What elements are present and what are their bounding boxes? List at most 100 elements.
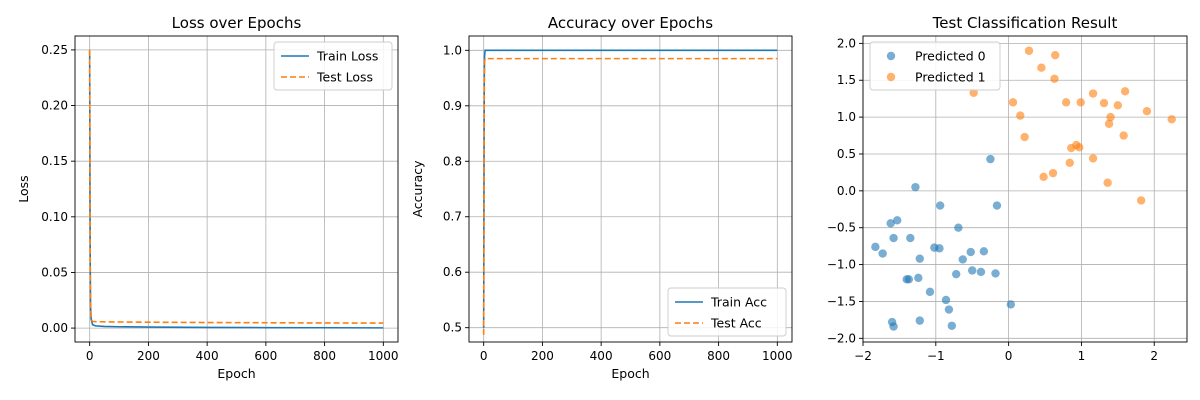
y-axis-label: Accuracy xyxy=(410,160,425,218)
x-tick-label: 400 xyxy=(590,349,613,363)
scatter-point xyxy=(1020,132,1029,142)
scatter-point xyxy=(951,269,961,279)
y-tick-label: 0.05 xyxy=(41,265,68,279)
x-tick-label: 0 xyxy=(480,349,488,363)
scatter-point xyxy=(1099,98,1109,108)
legend-box xyxy=(869,41,1001,91)
scatter-point xyxy=(941,295,951,305)
scatter-point xyxy=(1106,112,1115,122)
scatter-point xyxy=(935,201,945,210)
scatter-point xyxy=(958,255,967,264)
scatter-point xyxy=(915,316,924,325)
scatter-point xyxy=(904,275,914,284)
scatter-point xyxy=(969,88,978,97)
scatter-point xyxy=(893,216,902,225)
scatter-point xyxy=(915,254,924,263)
scatter-point xyxy=(992,201,1002,210)
y-tick-label: −2.0 xyxy=(827,331,856,345)
legend-box xyxy=(273,41,393,91)
x-tick-label: 800 xyxy=(313,349,336,363)
scatter-point xyxy=(1136,196,1146,205)
y-tick-label: −0.5 xyxy=(827,221,856,235)
y-tick-label: 0.5 xyxy=(837,147,856,161)
x-tick-label: 1000 xyxy=(368,349,399,363)
y-tick-label: 2.0 xyxy=(837,36,856,50)
y-axis-label: Loss xyxy=(16,175,31,202)
series-line-train-loss xyxy=(88,49,384,329)
y-tick-label: 0.6 xyxy=(443,265,462,279)
chart-3: −2 −1 0 1 2 −2.0 −1.5 −1.0 −0.5 0.0 0.5 1.0 1.5 2.0 Te… xyxy=(827,14,1188,363)
scatter-point xyxy=(1039,172,1048,182)
x-tick-label: 200 xyxy=(137,349,160,363)
scatter-point xyxy=(911,182,920,192)
chart-title: Loss over Epochs xyxy=(172,14,302,32)
y-tick-label: 1.5 xyxy=(837,73,856,87)
legend-label: Test Acc xyxy=(710,316,762,331)
scatter-point xyxy=(906,233,915,243)
series-line-test-loss xyxy=(88,49,384,324)
y-tick-label: 0.9 xyxy=(443,99,462,113)
x-tick-label: −2 xyxy=(854,349,872,363)
y-tick-label: −1.5 xyxy=(827,294,856,308)
scatter-point xyxy=(947,321,957,330)
legend-swatch xyxy=(886,51,896,61)
x-tick-label: 1 xyxy=(1078,349,1086,363)
legend: Predicted 0 Predicted 1 xyxy=(869,41,1001,91)
scatter-point xyxy=(1103,178,1112,187)
x-tick-label: 200 xyxy=(531,349,554,363)
y-tick-label: 0.00 xyxy=(41,321,68,335)
scatter-point xyxy=(944,305,954,314)
scatter-point xyxy=(1119,131,1128,140)
x-tick-label: 400 xyxy=(196,349,219,363)
scatter-point xyxy=(935,244,944,253)
x-tick-label: 600 xyxy=(254,349,277,363)
scatter-point xyxy=(1088,154,1098,163)
y-tick-label: 1.0 xyxy=(443,43,462,57)
scatter-point xyxy=(889,233,898,243)
x-axis-label: Epoch xyxy=(611,366,649,381)
scatter-point xyxy=(925,287,935,297)
scatter-point xyxy=(1104,119,1114,128)
x-tick-label: 600 xyxy=(648,349,671,363)
series-line-test-acc xyxy=(482,57,778,335)
scatter-point xyxy=(966,247,975,257)
y-tick-label: −1.0 xyxy=(827,258,856,272)
axes-frame xyxy=(74,35,399,343)
scatter-point xyxy=(886,219,895,228)
chart-title: Test Classification Result xyxy=(932,14,1118,32)
legend: Train Acc Test Acc xyxy=(667,287,787,337)
scatter-point xyxy=(1016,111,1025,120)
y-tick-label: 0.25 xyxy=(41,43,68,57)
chart-2: 0 200 400 600 800 1000 0.5 0.6 0.7 0.8 0.9 1.0 Accur… xyxy=(410,14,793,381)
legend-swatch xyxy=(886,72,896,82)
scatter-point xyxy=(1050,74,1059,83)
chart-title: Accuracy over Epochs xyxy=(548,14,713,32)
y-tick-label: 0.5 xyxy=(443,321,462,335)
scatter-point xyxy=(878,249,887,258)
plot-area xyxy=(88,49,384,329)
scatter-point xyxy=(979,247,989,256)
x-tick-label: 0 xyxy=(1005,349,1013,363)
scatter-point xyxy=(986,154,995,164)
legend: Train Loss Test Loss xyxy=(273,41,393,91)
legend-label: Train Acc xyxy=(710,295,767,310)
scatter-point xyxy=(1065,158,1074,168)
y-tick-label: 1.0 xyxy=(837,110,856,124)
x-tick-label: 0 xyxy=(86,349,94,363)
scatter-point xyxy=(1076,98,1085,107)
x-tick-label: −1 xyxy=(927,349,945,363)
legend-label: Predicted 1 xyxy=(915,70,986,85)
y-tick-label: 0.15 xyxy=(41,154,68,168)
y-tick-label: 0.8 xyxy=(443,154,462,168)
scatter-point xyxy=(1075,143,1084,152)
x-tick-label: 2 xyxy=(1150,349,1158,363)
scatter-point xyxy=(991,269,1000,278)
legend-label: Test Loss xyxy=(316,70,373,85)
y-tick-label: 0.0 xyxy=(837,184,856,198)
scatter-point xyxy=(871,242,880,252)
x-tick-label: 800 xyxy=(707,349,730,363)
scatter-point xyxy=(1037,63,1046,72)
scatter-point xyxy=(1051,50,1060,60)
y-tick-label: 0.10 xyxy=(41,210,68,224)
